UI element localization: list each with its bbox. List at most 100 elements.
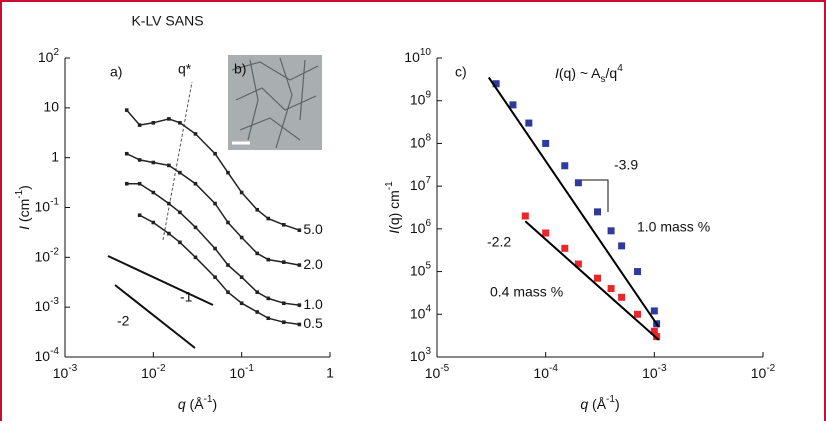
panel-label: c) bbox=[455, 64, 467, 80]
data-point bbox=[266, 216, 271, 221]
fit-line bbox=[524, 220, 660, 341]
data-point bbox=[594, 208, 602, 216]
data-point bbox=[634, 310, 642, 318]
data-point bbox=[574, 179, 582, 187]
data-point bbox=[607, 285, 615, 293]
data-point bbox=[297, 322, 302, 327]
x-tick-label: 10-5 bbox=[425, 363, 450, 381]
data-point bbox=[561, 162, 569, 170]
y-tick-label: 1010 bbox=[404, 47, 431, 65]
x-tick-label: 1 bbox=[326, 365, 334, 381]
data-point bbox=[137, 181, 142, 186]
data-point bbox=[618, 293, 626, 301]
data-point bbox=[282, 320, 286, 324]
x-tick-label: 10-2 bbox=[141, 363, 166, 381]
annotation: -1 bbox=[180, 289, 193, 305]
data-point bbox=[213, 246, 217, 251]
y-tick-label: 102 bbox=[38, 47, 60, 65]
series-label: 0.5 bbox=[303, 315, 323, 331]
data-point bbox=[542, 139, 550, 147]
x-tick-label: 10-1 bbox=[229, 363, 254, 381]
data-point bbox=[634, 268, 642, 276]
data-point bbox=[193, 255, 198, 260]
data-point bbox=[297, 263, 302, 267]
data-point bbox=[650, 327, 658, 335]
y-tick-label: 109 bbox=[410, 90, 432, 108]
annotation: I(q) ~ As/q4 bbox=[555, 63, 623, 85]
data-point bbox=[151, 160, 156, 165]
fit-line bbox=[487, 76, 660, 328]
y-tick-label: 10-4 bbox=[35, 346, 60, 364]
x-tick-label: 10-3 bbox=[53, 363, 78, 381]
data-point bbox=[266, 316, 271, 321]
data-point bbox=[167, 231, 171, 236]
data-point bbox=[178, 170, 182, 175]
y-tick-label: 10 bbox=[43, 99, 59, 115]
series-label: 2.0 bbox=[303, 256, 323, 272]
slope-triangle bbox=[577, 179, 609, 212]
data-point bbox=[124, 151, 129, 156]
y-tick-label: 10-1 bbox=[35, 197, 60, 215]
data-point bbox=[266, 296, 271, 301]
data-point bbox=[266, 257, 271, 262]
data-point bbox=[226, 290, 230, 294]
y-tick-label: 10-3 bbox=[35, 296, 60, 314]
data-point bbox=[239, 235, 244, 240]
series-label: 5.0 bbox=[303, 221, 323, 237]
data-point bbox=[255, 290, 260, 294]
data-point bbox=[124, 181, 129, 186]
y-tick-label: 107 bbox=[410, 175, 432, 193]
data-point bbox=[255, 310, 260, 314]
panel-label: a) bbox=[110, 64, 122, 80]
data-point bbox=[297, 228, 302, 233]
data-point bbox=[167, 201, 171, 206]
data-point bbox=[193, 181, 198, 186]
data-point bbox=[650, 307, 658, 315]
data-point bbox=[226, 170, 230, 175]
x-axis-label: q (Å-1) bbox=[178, 394, 217, 412]
x-tick-label: 10-4 bbox=[533, 363, 558, 381]
data-point bbox=[239, 190, 244, 195]
data-point bbox=[213, 275, 217, 279]
x-tick-label: 10-3 bbox=[642, 363, 667, 381]
x-tick-label: 10-2 bbox=[751, 363, 776, 381]
slope-line bbox=[114, 284, 196, 349]
data-point bbox=[509, 101, 517, 109]
data-point bbox=[607, 227, 615, 235]
series-label: 1.0 mass % bbox=[637, 219, 710, 235]
data-point bbox=[255, 207, 260, 212]
x-axis-label: q (Å-1) bbox=[580, 394, 619, 412]
y-axis-label: I(q) cm-1 bbox=[384, 181, 402, 234]
series-line bbox=[126, 153, 300, 266]
data-point bbox=[255, 251, 260, 256]
data-point bbox=[178, 121, 182, 125]
data-point bbox=[542, 229, 550, 237]
data-point bbox=[525, 119, 533, 127]
data-point bbox=[151, 121, 156, 125]
data-point bbox=[178, 240, 182, 245]
y-tick-label: 103 bbox=[410, 346, 432, 364]
series-label: 0.4 mass % bbox=[490, 284, 563, 300]
data-point bbox=[137, 213, 142, 218]
y-tick-label: 105 bbox=[410, 261, 432, 279]
annotation: b) bbox=[234, 61, 246, 77]
data-point bbox=[137, 123, 142, 127]
data-point bbox=[594, 274, 602, 282]
data-point bbox=[574, 260, 582, 268]
data-point bbox=[226, 220, 230, 225]
data-point bbox=[653, 333, 661, 341]
chart-title: K-LV SANS bbox=[131, 13, 203, 29]
data-point bbox=[124, 108, 129, 112]
data-point bbox=[282, 301, 286, 306]
y-tick-label: 106 bbox=[410, 218, 432, 236]
data-point bbox=[297, 303, 302, 307]
y-tick-label: 104 bbox=[410, 303, 432, 321]
y-tick-label: 1 bbox=[51, 148, 59, 164]
slope-line bbox=[107, 255, 214, 306]
data-point bbox=[239, 275, 244, 279]
data-point bbox=[492, 80, 500, 88]
annotation: -3.9 bbox=[614, 157, 638, 173]
annotation: -2.2 bbox=[487, 234, 511, 250]
